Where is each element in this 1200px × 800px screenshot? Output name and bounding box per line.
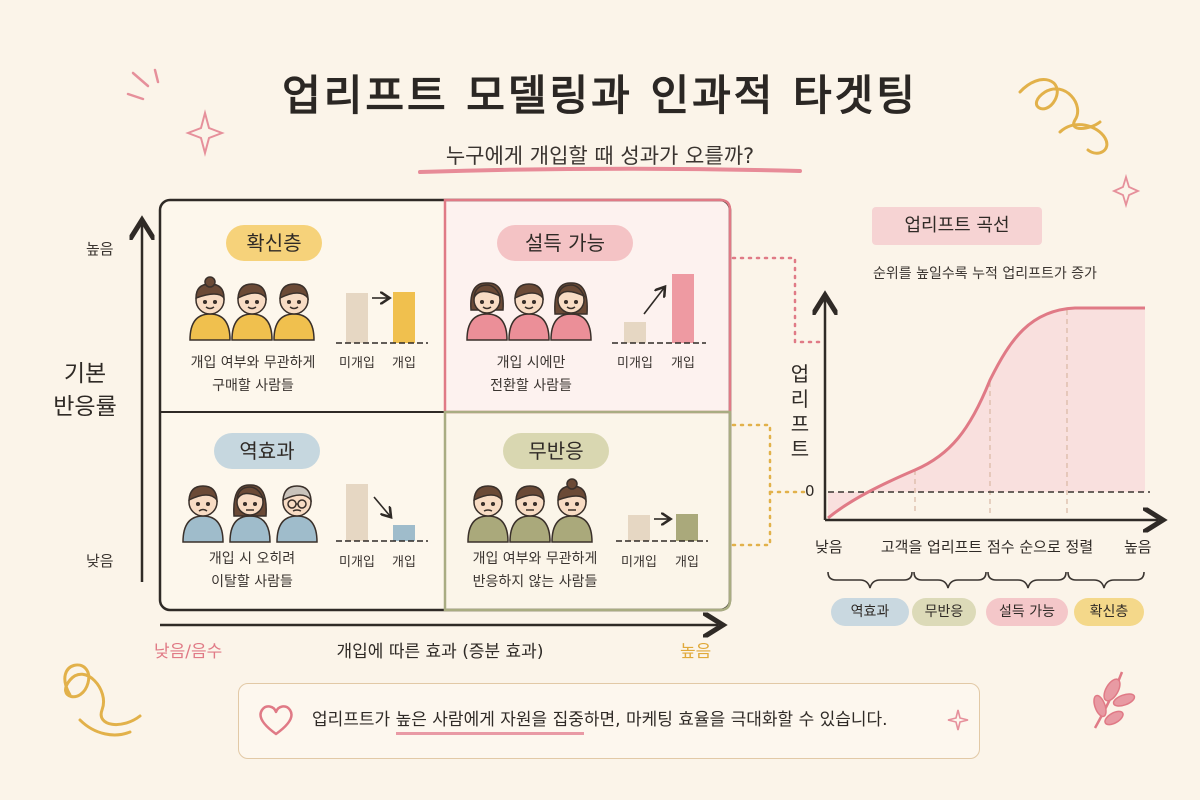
curve-x-high: 높음	[1124, 538, 1152, 556]
segment-label: 무반응	[912, 598, 976, 626]
curve-x-low: 낮음	[815, 538, 843, 556]
bar-label-untreated: 미개입	[621, 555, 657, 570]
segment-label: 역효과	[831, 598, 909, 626]
bar-label-treated: 개입	[671, 356, 695, 371]
segment-label: 확신층	[1074, 598, 1144, 626]
leaf-branch-icon	[1093, 671, 1136, 729]
squiggle-icon	[1018, 78, 1109, 155]
bar-label-treated: 개입	[675, 555, 699, 570]
bars-sleeping-dogs	[336, 484, 428, 542]
bars-persuadables	[612, 274, 706, 344]
sparkle-icon	[1111, 173, 1141, 209]
bar-label-untreated: 미개입	[617, 356, 653, 371]
heart-icon	[259, 705, 293, 736]
burst-lines-icon	[126, 68, 160, 101]
footer-message: 업리프트가 높은 사람에게 자원을 집중하면, 마케팅 효율을 극대화할 수 있…	[312, 705, 952, 735]
bars-lost-causes	[616, 514, 708, 542]
desc-sleeping-dogs: 개입 시 오히려 이탈할 사람들	[208, 551, 296, 590]
desc-persuadables: 개입 시에만 전환할 사람들	[490, 355, 572, 394]
swirl-icon	[63, 663, 142, 737]
label-sleeping-dogs: 역효과	[214, 433, 320, 469]
people-lost-causes-icon	[467, 478, 593, 543]
label-persuadables: 설득 가능	[497, 225, 633, 261]
curve-title: 업리프트 곡선	[872, 207, 1042, 245]
page-subtitle: 누구에게 개입할 때 성과가 오를까?	[445, 144, 755, 168]
label-lost-causes: 무반응	[503, 433, 609, 469]
sparkle-icon	[185, 109, 225, 157]
x-axis-low: 낮음/음수	[154, 642, 223, 662]
y-axis-title: 기본 반응률	[53, 361, 117, 420]
curve-area	[828, 308, 1145, 518]
persuadable-highlight	[443, 198, 732, 414]
people-sleeping-dogs-icon	[182, 484, 318, 543]
label-sure-things: 확신층	[226, 225, 322, 261]
segment-braces	[827, 571, 1145, 589]
bar-label-untreated: 미개입	[339, 555, 375, 570]
page-title: 업리프트 모델링과 인과적 타겟팅	[282, 71, 918, 120]
connector-persuadable	[731, 256, 824, 344]
segment-label: 설득 가능	[986, 598, 1068, 626]
footer-highlight: 높은 사람에게 자원을 집중	[395, 710, 584, 735]
footer-callout	[238, 683, 980, 759]
y-axis-high: 높음	[86, 240, 114, 258]
sparkle-icon	[947, 709, 969, 731]
uplift-curve-line	[827, 306, 1145, 520]
curve-x-title: 고객을 업리프트 점수 순으로 정렬	[880, 538, 1094, 556]
curve-subtitle: 순위를 높일수록 누적 업리프트가 증가	[873, 266, 1097, 282]
x-axis-title: 개입에 따른 효과 (증분 효과)	[336, 642, 544, 662]
people-persuadables-icon	[466, 282, 592, 341]
zero-label: 0	[805, 482, 815, 500]
y-axis-low: 낮음	[86, 552, 114, 570]
desc-sure-things: 개입 여부와 무관하게 구매할 사람들	[190, 355, 316, 394]
x-axis-high: 높음	[680, 642, 712, 662]
bar-label-treated: 개입	[392, 356, 416, 371]
subtitle-underline	[418, 166, 802, 174]
desc-lost-causes: 개입 여부와 무관하게 반응하지 않는 사람들	[472, 551, 598, 590]
bar-label-untreated: 미개입	[339, 356, 375, 371]
connector-zero	[731, 423, 812, 494]
people-sure-things-icon	[189, 276, 315, 341]
bars-sure-things	[336, 292, 428, 344]
bar-label-treated: 개입	[392, 555, 416, 570]
